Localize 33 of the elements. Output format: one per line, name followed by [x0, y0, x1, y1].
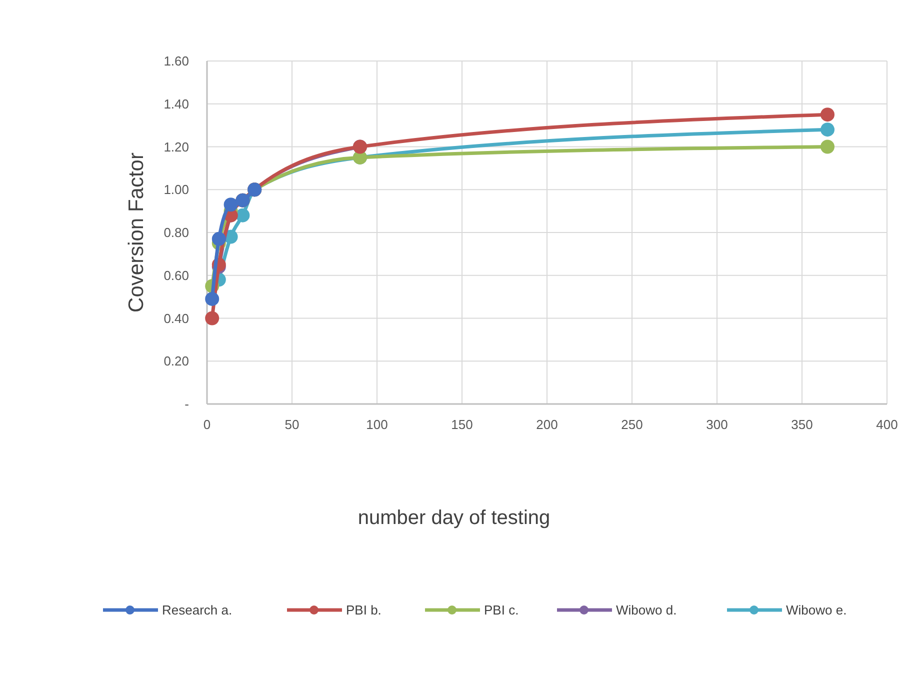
- y-tick-label: 0.20: [164, 354, 189, 369]
- x-axis-title: number day of testing: [358, 507, 550, 529]
- x-tick-label: 250: [621, 417, 643, 432]
- legend-label: PBI c.: [484, 602, 519, 618]
- legend-label: Research a.: [162, 602, 232, 618]
- legend-label: PBI b.: [346, 602, 382, 618]
- point: [212, 232, 226, 246]
- y-tick-label: 1.00: [164, 182, 189, 198]
- legend-label: Wibowo d.: [616, 602, 677, 618]
- point: [820, 140, 834, 154]
- y-axis-title: Coversion Factor: [125, 152, 148, 312]
- point: [820, 108, 834, 122]
- y-tick-label: 0.80: [164, 225, 189, 240]
- y-tick-label: 1.20: [164, 139, 189, 154]
- x-tick-label: 200: [536, 417, 558, 432]
- x-tick-label: 100: [366, 417, 388, 432]
- x-tick-label: 0: [203, 417, 211, 432]
- y-tick-label: -: [184, 396, 189, 412]
- point: [820, 122, 834, 137]
- point: [224, 198, 238, 212]
- x-tick-label: 350: [791, 417, 813, 432]
- x-tick-label: 400: [876, 417, 898, 432]
- y-tick-label: 0.60: [164, 268, 189, 283]
- x-tick-label: 300: [706, 417, 728, 432]
- x-tick-label: 150: [451, 417, 473, 432]
- point: [236, 208, 250, 222]
- x-tick-label: 50: [284, 417, 300, 432]
- legend-label: Wibowo e.: [786, 602, 847, 618]
- y-tick-label: 0.40: [164, 310, 189, 326]
- y-tick-label: 1.40: [164, 96, 189, 112]
- point: [205, 311, 220, 326]
- point: [205, 292, 220, 306]
- y-tick-label: 1.60: [164, 54, 189, 69]
